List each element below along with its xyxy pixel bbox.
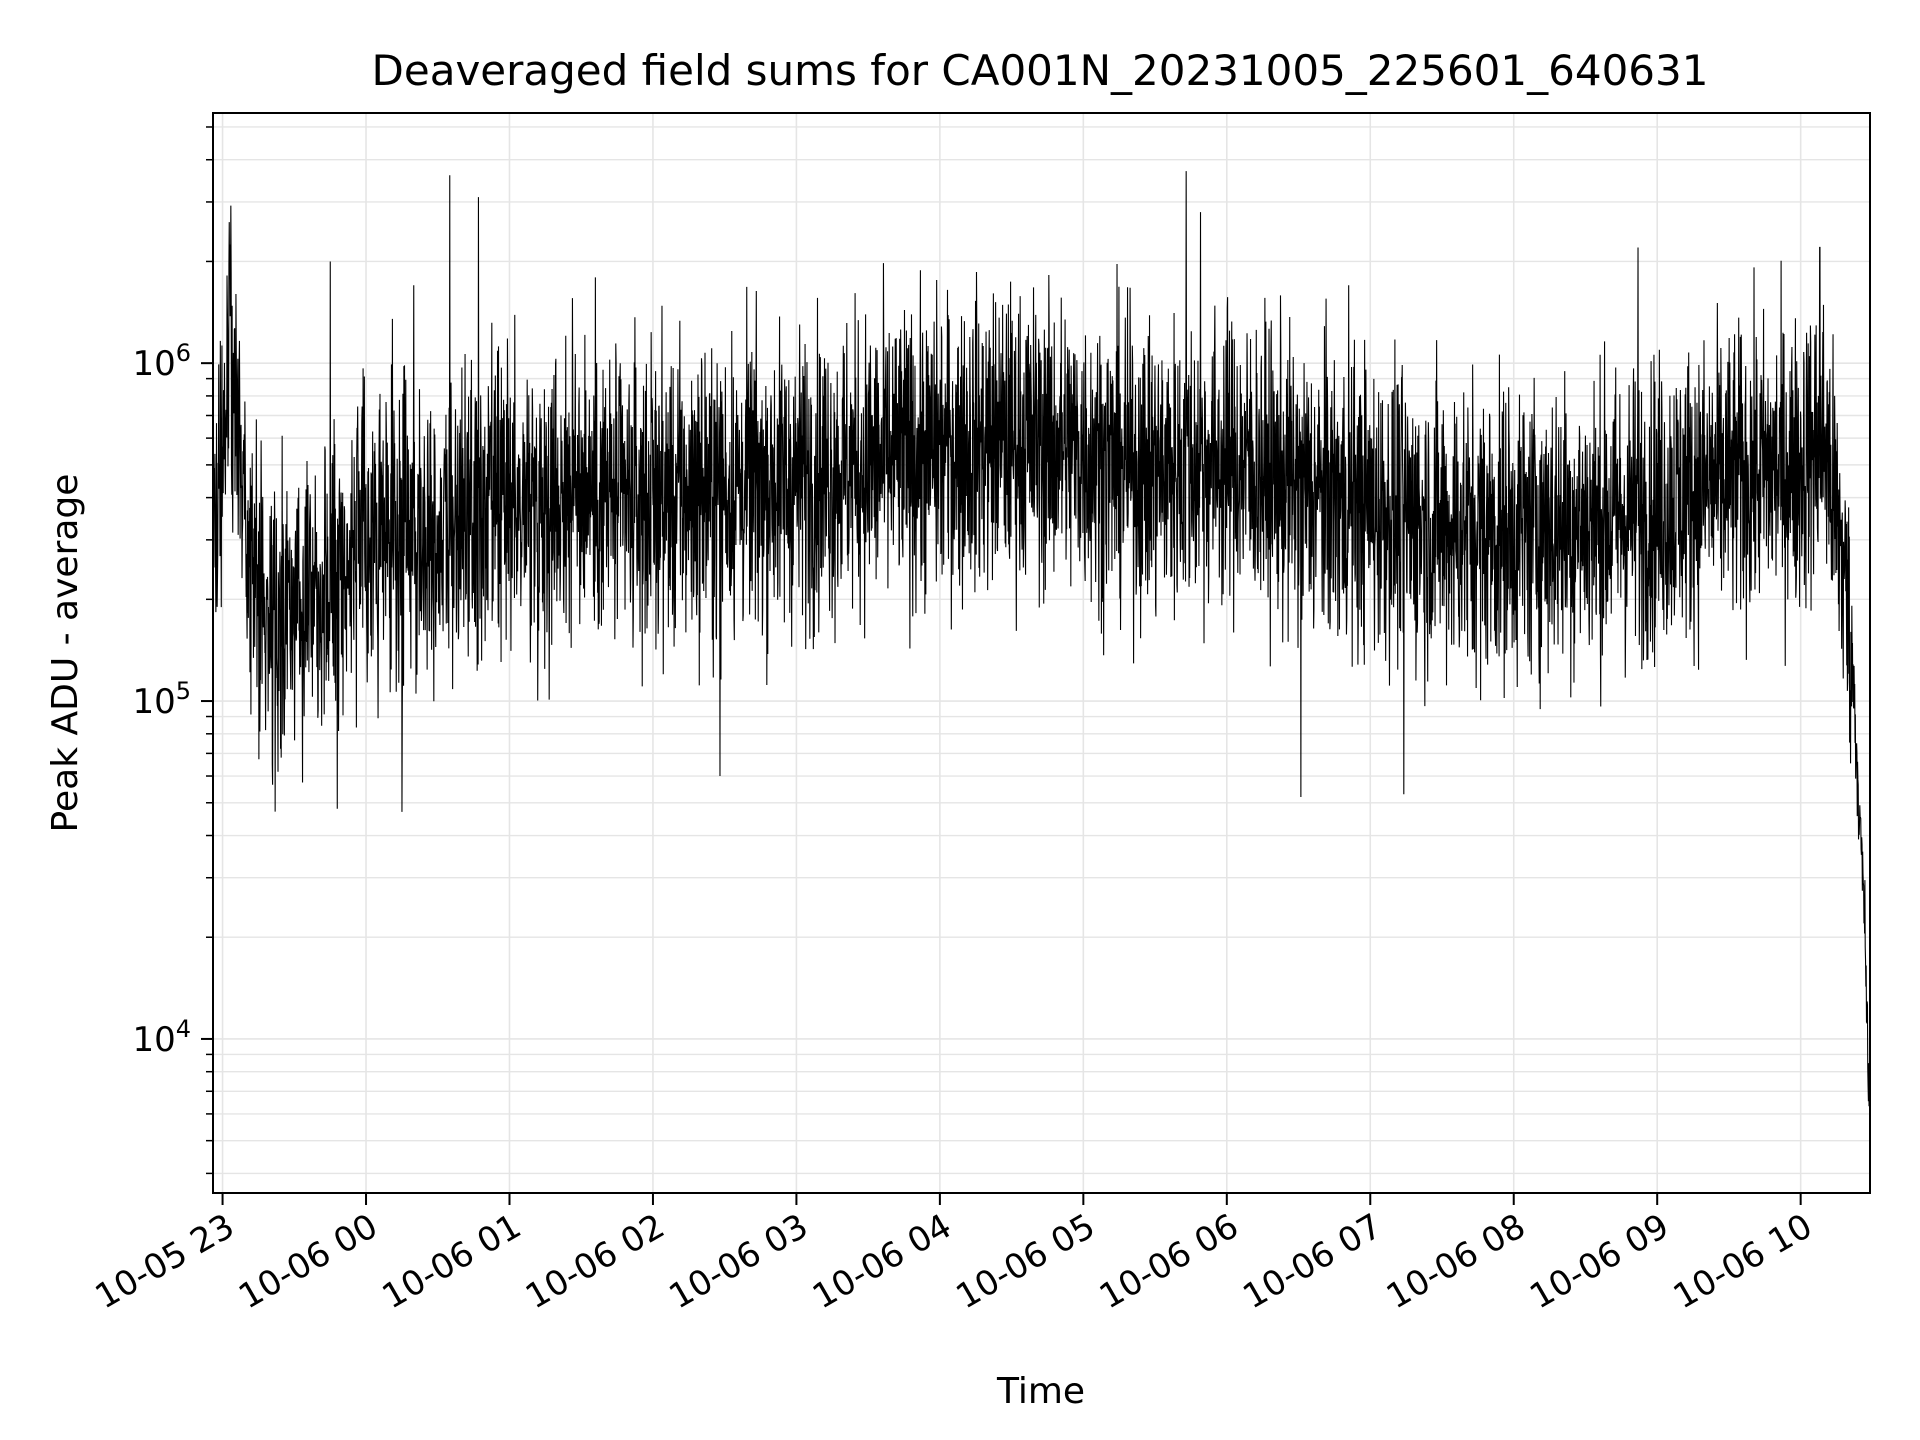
x-tick-label: 10-06 06: [1093, 1206, 1245, 1317]
plot-area: [212, 171, 1871, 1166]
y-tick-label: 106: [132, 339, 191, 384]
x-tick-label: 10-06 07: [1236, 1206, 1388, 1317]
y-tick-label: 104: [132, 1015, 191, 1060]
x-axis-label: Time: [996, 1371, 1085, 1412]
y-tick-label: 105: [132, 677, 191, 722]
x-tick-label: 10-06 01: [376, 1206, 528, 1317]
y-axis-label: Peak ADU - average: [45, 474, 86, 833]
x-tick-label: 10-06 05: [949, 1206, 1101, 1317]
chart-title: Deaveraged field sums for CA001N_2023100…: [372, 46, 1709, 95]
axes-frame: [212, 112, 1871, 1194]
series-line: [212, 171, 1871, 1166]
x-tick-label: 10-06 00: [232, 1206, 384, 1317]
y-axis: 104 105 106: [132, 126, 213, 1175]
x-tick-label: 10-06 02: [519, 1206, 671, 1317]
x-tick-label: 10-06 03: [663, 1206, 815, 1317]
x-tick-label: 10-06 09: [1523, 1206, 1675, 1317]
grid: [213, 113, 1870, 1193]
x-tick-label: 10-06 04: [806, 1206, 958, 1317]
x-tick-label: 10-06 08: [1380, 1206, 1532, 1317]
x-tick-label: 10-05 23: [89, 1206, 241, 1317]
x-tick-label: 10-06 10: [1667, 1206, 1819, 1317]
